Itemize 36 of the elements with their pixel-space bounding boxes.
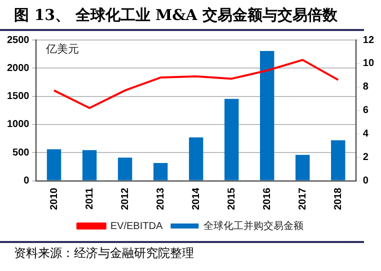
bar [118, 158, 132, 180]
x-tick-label: 2017 [297, 187, 308, 210]
bar [224, 98, 239, 180]
bar [153, 163, 168, 180]
x-tick-label: 2016 [262, 187, 273, 210]
y-tick-label: 1000 [6, 119, 30, 130]
x-tick-label: 2015 [226, 187, 238, 210]
y-tick-label: 2000 [6, 62, 30, 74]
legend-label: EV/EBITDA [110, 220, 163, 232]
x-tick-label: 2014 [190, 187, 202, 210]
y2-tick-label: 8 [362, 82, 369, 93]
y-tick-label: 1500 [6, 91, 30, 102]
y-tick-label: 2500 [6, 34, 30, 46]
bar [331, 140, 346, 180]
x-tick-label: 2011 [84, 187, 96, 210]
bar [82, 150, 97, 180]
bar [188, 137, 204, 180]
y2-tick-label: 0 [362, 176, 369, 187]
x-tick-label: 2013 [155, 187, 166, 210]
legend-label: 全球化工并购交易金额 [204, 220, 304, 232]
bar [260, 50, 274, 180]
y-tick-label: 500 [12, 147, 30, 158]
chart-title: 图 13、 全球化工业 M&A 交易金额与交易倍数 [0, 0, 364, 31]
x-tick-label: 2010 [48, 187, 60, 210]
y2-tick-label: 12 [362, 34, 374, 46]
bar [296, 154, 310, 180]
y-tick-label: 0 [24, 176, 30, 187]
bar [46, 149, 62, 180]
y2-tick-label: 10 [362, 58, 374, 70]
text: 资料来源：经济与金融研究院整理 [0, 241, 364, 262]
y-axis-title: 亿美元 [45, 42, 80, 56]
y2-tick-label: 6 [362, 105, 369, 116]
y2-tick-label: 4 [362, 128, 369, 140]
x-tick-label: 2018 [332, 187, 344, 210]
x-tick-label: 2012 [120, 187, 131, 210]
y2-tick-label: 2 [362, 152, 369, 164]
